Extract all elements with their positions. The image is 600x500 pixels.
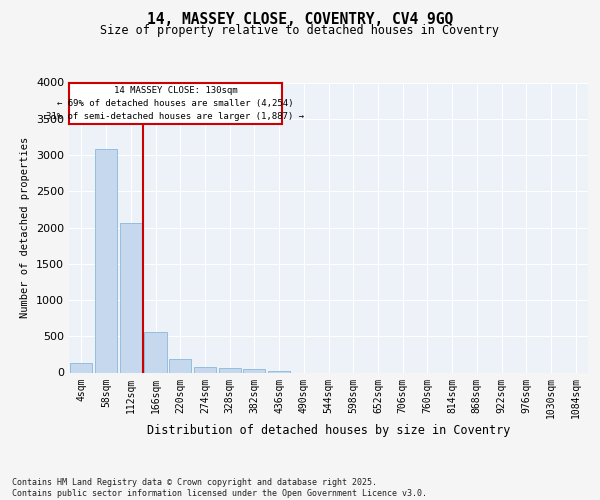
Text: 14, MASSEY CLOSE, COVENTRY, CV4 9GQ: 14, MASSEY CLOSE, COVENTRY, CV4 9GQ — [147, 12, 453, 28]
Bar — [243, 369, 265, 372]
X-axis label: Distribution of detached houses by size in Coventry: Distribution of detached houses by size … — [147, 424, 510, 437]
Text: 14 MASSEY CLOSE: 130sqm
← 69% of detached houses are smaller (4,254)
31% of semi: 14 MASSEY CLOSE: 130sqm ← 69% of detache… — [47, 86, 305, 121]
Bar — [70, 363, 92, 372]
Bar — [95, 149, 117, 372]
Bar — [194, 366, 216, 372]
Bar — [119, 223, 142, 372]
Text: Size of property relative to detached houses in Coventry: Size of property relative to detached ho… — [101, 24, 499, 37]
Text: Contains HM Land Registry data © Crown copyright and database right 2025.
Contai: Contains HM Land Registry data © Crown c… — [12, 478, 427, 498]
Bar — [145, 332, 167, 372]
Bar — [169, 359, 191, 372]
Bar — [218, 368, 241, 372]
Y-axis label: Number of detached properties: Number of detached properties — [20, 137, 31, 318]
